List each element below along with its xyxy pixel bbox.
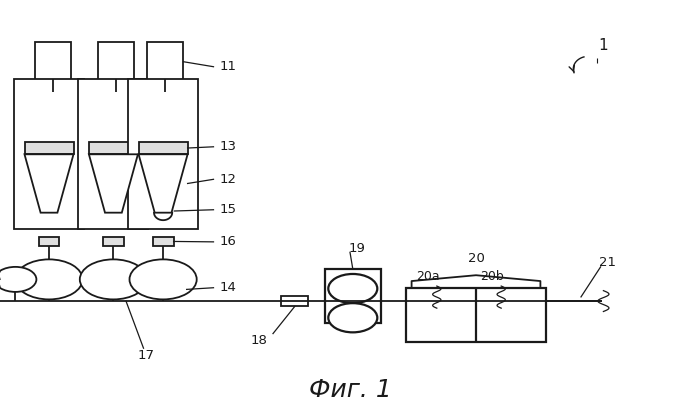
Polygon shape: [25, 154, 74, 213]
Circle shape: [15, 259, 83, 299]
Circle shape: [80, 259, 147, 299]
Bar: [128, 79, 198, 229]
Text: 13: 13: [219, 140, 236, 153]
Text: 11: 11: [219, 60, 236, 73]
Text: 14: 14: [219, 281, 236, 294]
Text: 20: 20: [468, 251, 484, 265]
Bar: [25, 142, 74, 154]
Circle shape: [130, 259, 197, 299]
Bar: [14, 79, 84, 229]
Polygon shape: [139, 154, 188, 213]
Bar: [147, 42, 183, 92]
Polygon shape: [89, 154, 138, 213]
Bar: [139, 142, 188, 154]
Text: 1: 1: [598, 38, 608, 53]
Bar: [281, 296, 308, 306]
Bar: [78, 79, 148, 229]
Text: 15: 15: [219, 203, 236, 216]
Bar: [103, 237, 124, 246]
Bar: [153, 237, 174, 246]
Circle shape: [328, 274, 377, 303]
Bar: [98, 42, 134, 92]
Text: 16: 16: [219, 235, 236, 249]
Circle shape: [328, 303, 377, 332]
Bar: [38, 237, 60, 246]
Text: 21: 21: [598, 256, 615, 269]
Bar: [89, 142, 138, 154]
Text: 20a: 20a: [416, 270, 440, 284]
Circle shape: [0, 267, 36, 292]
Text: 19: 19: [349, 241, 365, 255]
Bar: [35, 42, 71, 92]
Bar: [406, 288, 546, 342]
Text: 17: 17: [137, 349, 154, 362]
Text: 12: 12: [219, 173, 236, 186]
Bar: [325, 269, 381, 323]
Text: Фиг. 1: Фиг. 1: [309, 378, 391, 402]
Text: 20b: 20b: [480, 270, 504, 284]
Text: 18: 18: [251, 334, 267, 347]
